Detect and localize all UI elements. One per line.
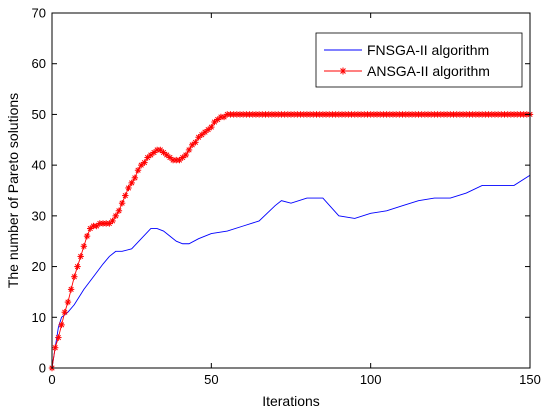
data-point <box>208 123 215 131</box>
x-tick-label: 150 <box>519 372 541 387</box>
data-point <box>71 273 78 280</box>
series-layer <box>48 111 534 372</box>
series-line <box>51 174 531 369</box>
data-point <box>125 184 132 192</box>
y-tick-label: 70 <box>32 6 46 21</box>
data-point <box>74 263 81 270</box>
y-tick-label: 0 <box>39 361 46 376</box>
y-axis-label: The number of Pareto solutions <box>5 93 21 288</box>
legend-label: ANSGA-II algorithm <box>367 63 490 79</box>
y-tick-label: 40 <box>32 158 46 173</box>
series-1 <box>48 111 534 372</box>
x-tick-label: 100 <box>360 372 382 387</box>
y-tick-label: 30 <box>32 208 46 223</box>
legend-item-0: FNSGA-II algorithm <box>324 42 489 58</box>
data-point <box>64 298 72 306</box>
y-tick-label: 20 <box>32 259 46 274</box>
legend-box <box>315 32 523 88</box>
y-tick-label: 50 <box>32 107 46 122</box>
data-point <box>192 139 199 146</box>
ticks-layer: 0 50 100 150 0 10 20 30 40 50 60 70 <box>32 6 541 388</box>
data-point <box>141 159 148 166</box>
x-tick-label: 50 <box>204 372 218 387</box>
data-point <box>61 309 68 316</box>
data-point <box>58 321 65 329</box>
data-point <box>118 199 126 207</box>
legend: FNSGA-II algorithm ANSGA-II algorithm <box>315 32 523 88</box>
plot-frame <box>51 12 531 369</box>
series-0 <box>51 174 531 369</box>
legend-item-1: ANSGA-II algorithm <box>324 63 490 79</box>
x-tick-label: 0 <box>48 372 55 387</box>
data-point <box>55 334 62 341</box>
data-point <box>83 232 91 240</box>
legend-label: FNSGA-II algorithm <box>367 42 489 58</box>
data-point <box>182 151 190 159</box>
legend-items: FNSGA-II algorithm ANSGA-II algorithm <box>324 42 490 79</box>
data-point <box>128 179 135 187</box>
data-point <box>109 217 116 225</box>
data-point <box>67 286 75 293</box>
y-tick-label: 10 <box>32 310 46 325</box>
data-point <box>112 212 119 220</box>
data-point <box>131 174 139 182</box>
x-axis-label: Iterations <box>262 393 320 409</box>
data-point <box>122 192 129 199</box>
legend-marker <box>339 67 347 75</box>
data-point <box>185 146 193 154</box>
y-tick-label: 60 <box>32 56 46 71</box>
data-point <box>77 253 84 260</box>
data-point <box>80 243 88 250</box>
data-point <box>134 167 142 174</box>
data-point <box>115 207 123 214</box>
data-point <box>51 344 59 351</box>
